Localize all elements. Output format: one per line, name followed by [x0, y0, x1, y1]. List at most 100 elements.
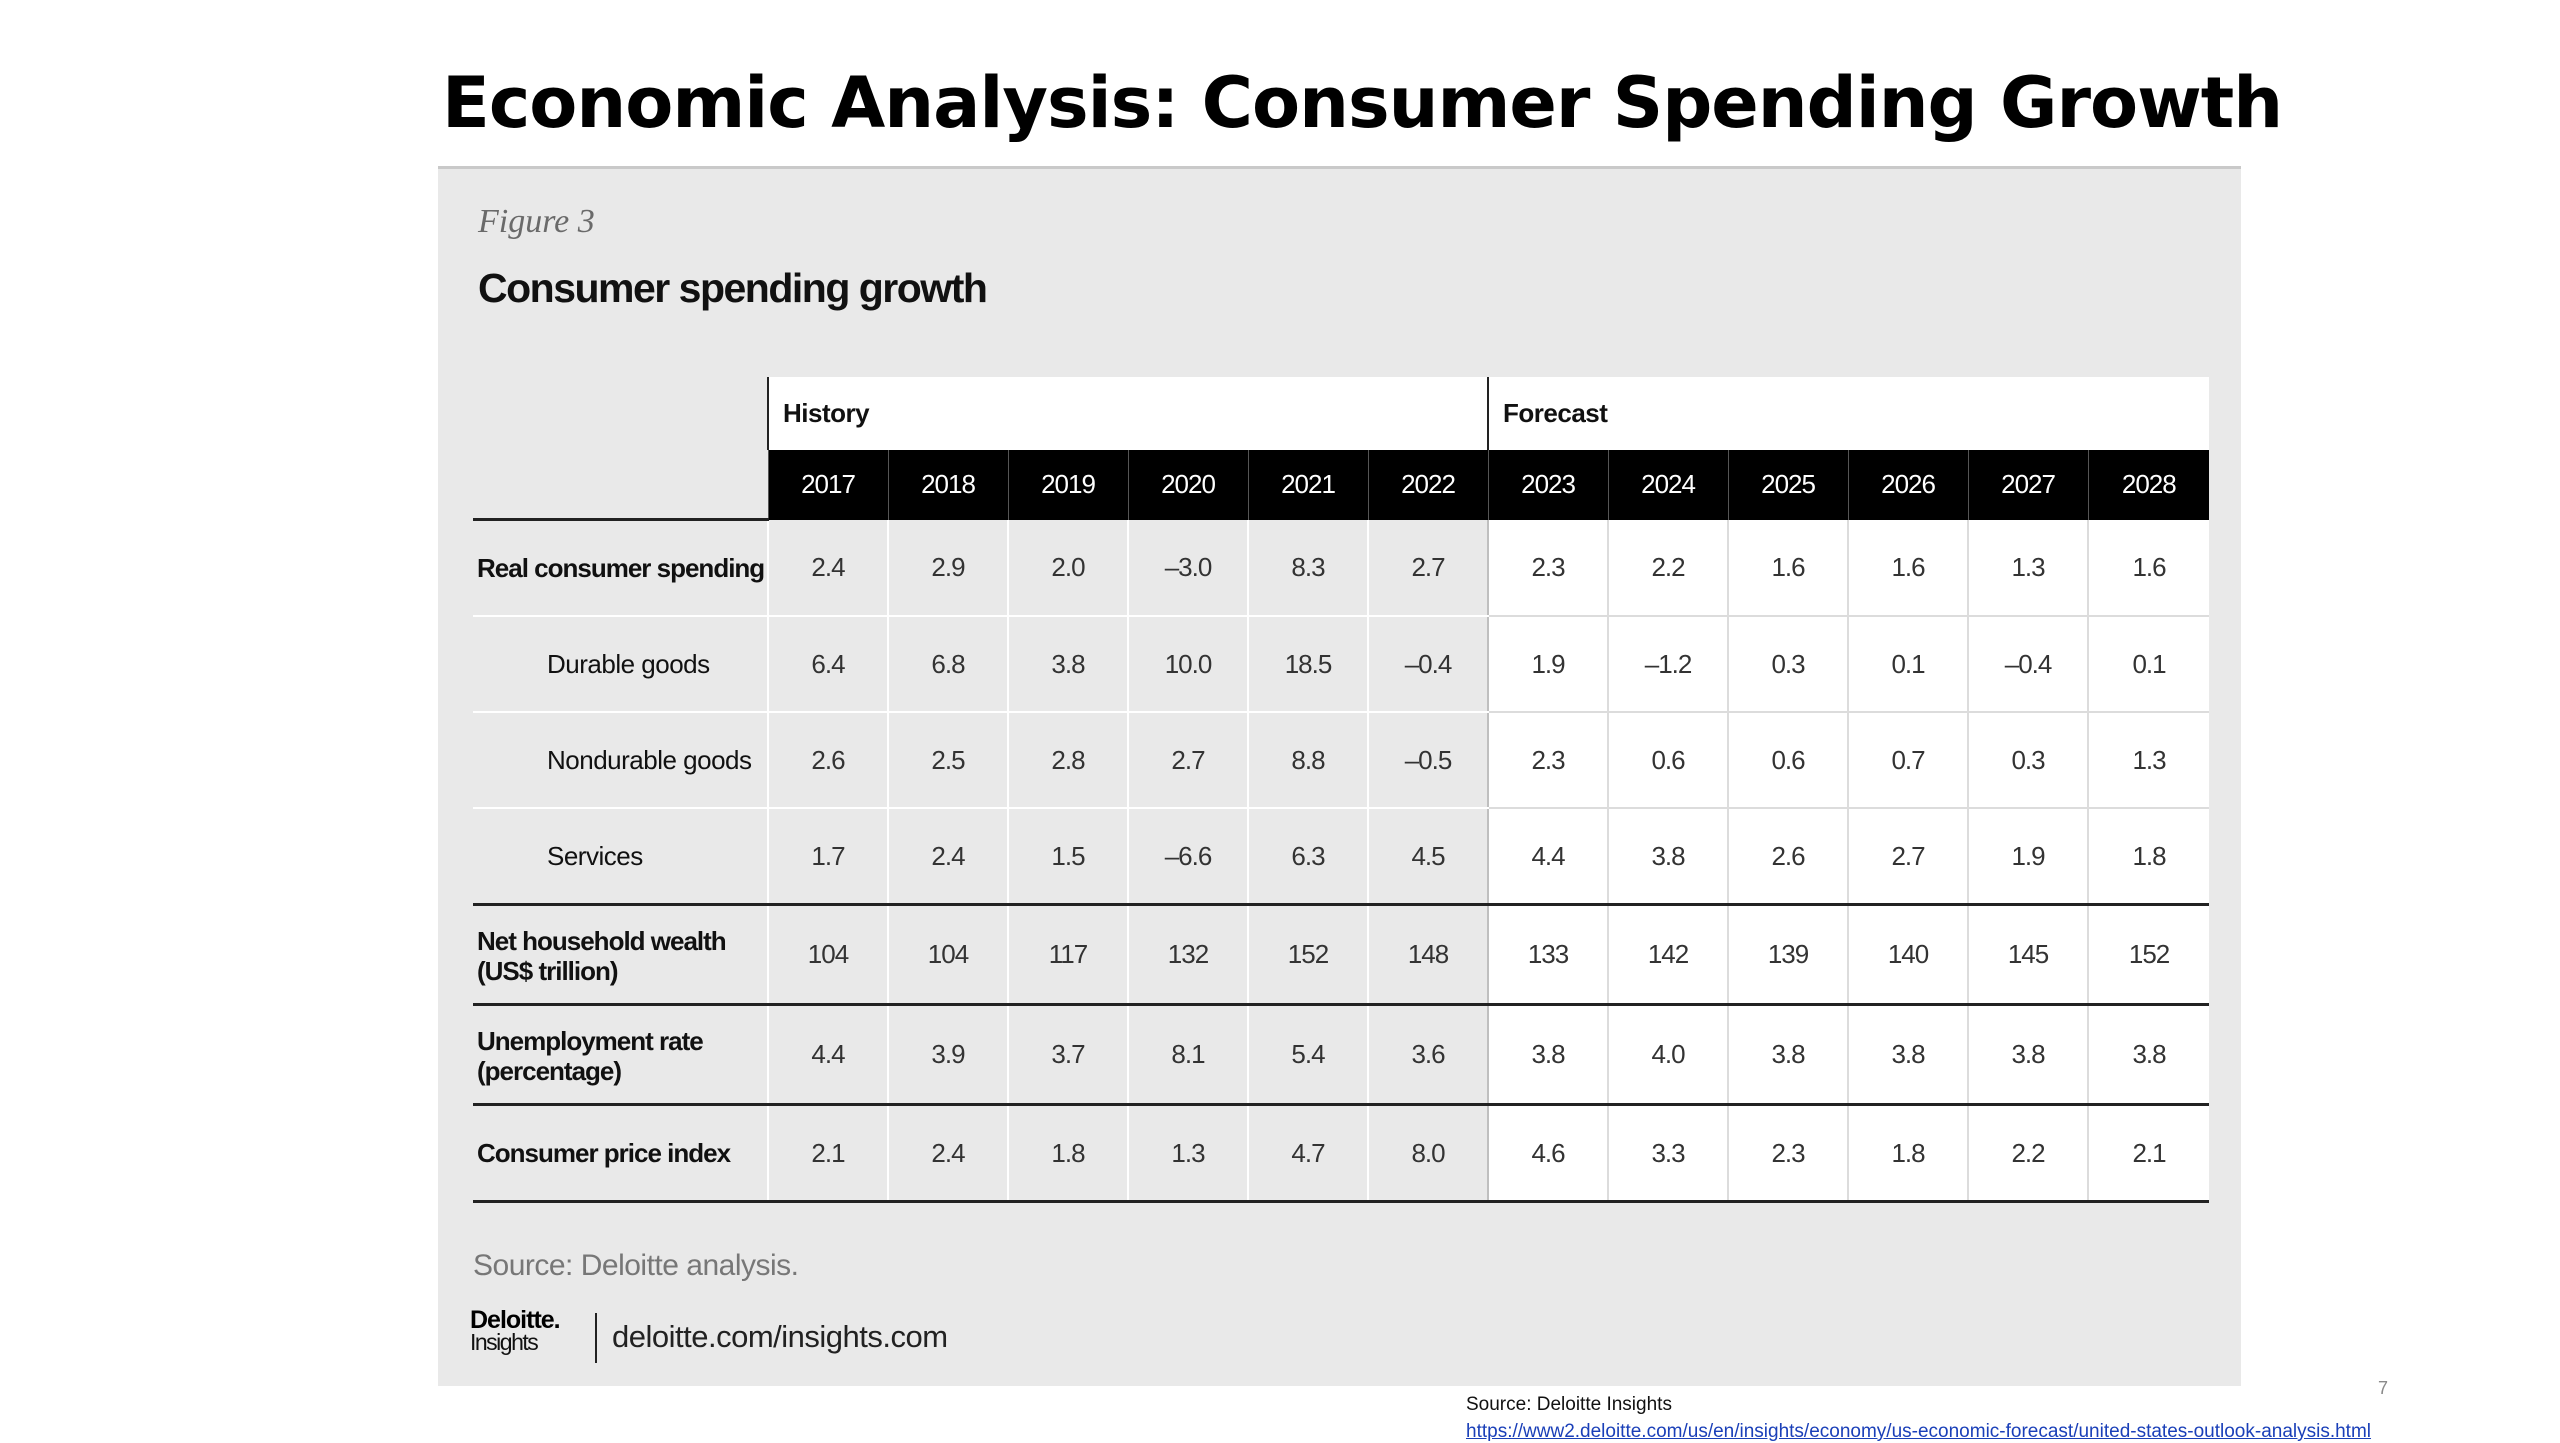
table-cell: 4.6 [1487, 1104, 1609, 1203]
row-label: Durable goods [473, 616, 768, 713]
table-cell: 3.8 [1487, 1004, 1609, 1106]
table-row-unemployment-rate: Unemployment rate (percentage) 4.4 3.9 3.… [473, 1004, 2210, 1106]
row-label-unit: (US$ trillion) [477, 956, 619, 986]
table-row-consumer-price-index: Consumer price index 2.1 2.4 1.8 1.3 4.7… [473, 1104, 2210, 1203]
table-cell: 2.4 [887, 1104, 1008, 1203]
table-row-services: Services 1.7 2.4 1.5 –6.6 6.3 4.5 4.4 3.… [473, 808, 2210, 906]
table-cell: 8.8 [1247, 712, 1368, 809]
table-cell: 8.1 [1127, 1004, 1248, 1106]
year-header: 2020 [1127, 450, 1248, 520]
table-cell: 2.1 [767, 1104, 888, 1203]
row-label: Services [473, 808, 768, 906]
table-cell: 145 [1967, 904, 2089, 1006]
table-cell: 0.6 [1727, 712, 1849, 809]
brand-url: deloitte.com/insights.com [612, 1319, 948, 1354]
row-label: Consumer price index [473, 1104, 768, 1203]
figure-heading: Consumer spending growth [478, 265, 988, 311]
table-cell: 2.6 [767, 712, 888, 809]
table-cell: 2.7 [1127, 712, 1248, 809]
table-cell: 0.3 [1727, 616, 1849, 713]
table-cell: 3.8 [1967, 1004, 2089, 1106]
table-cell: 152 [1247, 904, 1368, 1006]
figure-source-note: Source: Deloitte analysis. [473, 1249, 799, 1282]
table-cell: 1.7 [767, 808, 888, 906]
row-label: Nondurable goods [473, 712, 768, 809]
table-cell: 3.7 [1007, 1004, 1128, 1106]
year-header: 2026 [1847, 450, 1969, 520]
table-cell: 2.7 [1366, 519, 1489, 617]
year-header: 2017 [767, 450, 888, 520]
table-cell: 1.9 [1967, 808, 2089, 906]
slide-source-label: Source: Deloitte Insights [1466, 1394, 1672, 1415]
year-header: 2023 [1487, 450, 1609, 520]
table-cell: 4.4 [767, 1004, 888, 1106]
table-cell: 2.2 [1967, 1104, 2089, 1203]
table-cell: 1.3 [1967, 519, 2089, 617]
table-cell: 1.8 [2087, 808, 2210, 906]
table-cell: 10.0 [1127, 616, 1248, 713]
forecast-group-header: Forecast [1487, 377, 2210, 450]
table-cell: 117 [1007, 904, 1128, 1006]
row-label-unit: (percentage) [477, 1056, 622, 1086]
row-label-line: Net household wealth [477, 926, 727, 956]
table-cell: 4.4 [1487, 808, 1609, 906]
table-cell: 104 [887, 904, 1008, 1006]
table-cell: 2.4 [887, 808, 1008, 906]
row-label: Net household wealth (US$ trillion) [473, 904, 768, 1006]
table-row-real-consumer-spending: Real consumer spending 2.4 2.9 2.0 –3.0 … [473, 519, 2210, 617]
table-cell: 5.4 [1247, 1004, 1368, 1106]
slide-title: Economic Analysis: Consumer Spending Gro… [442, 62, 2283, 144]
table-cell: 3.3 [1607, 1104, 1729, 1203]
table-cell: 1.6 [2087, 519, 2210, 617]
table-cell: 4.7 [1247, 1104, 1368, 1203]
row-label-line: Unemployment rate [477, 1026, 704, 1056]
table-cell: 133 [1487, 904, 1609, 1006]
table-cell: 2.1 [2087, 1104, 2210, 1203]
year-header: 2027 [1967, 450, 2089, 520]
table-cell: –0.4 [1366, 616, 1489, 713]
page-number: 7 [2378, 1378, 2389, 1398]
table-cell: 2.7 [1847, 808, 1969, 906]
table-cell: 2.6 [1727, 808, 1849, 906]
table-cell: 142 [1607, 904, 1729, 1006]
table-cell: 0.1 [1847, 616, 1969, 713]
table-cell: 3.8 [1007, 616, 1128, 713]
table-row-net-household-wealth: Net household wealth (US$ trillion) 104 1… [473, 904, 2210, 1006]
table-row-durable-goods: Durable goods 6.4 6.8 3.8 10.0 18.5 –0.4… [473, 616, 2210, 713]
table-row-nondurable-goods: Nondurable goods 2.6 2.5 2.8 2.7 8.8 –0.… [473, 712, 2210, 809]
table-cell: 2.3 [1487, 519, 1609, 617]
brand-footer: Deloitte. Insights deloitte.com/insights… [470, 1308, 1070, 1369]
year-header: 2028 [2087, 450, 2210, 520]
table-cell: 8.0 [1366, 1104, 1489, 1203]
table-cell: 1.3 [2087, 712, 2210, 809]
table-cell: 0.3 [1967, 712, 2089, 809]
row-label: Unemployment rate (percentage) [473, 1004, 768, 1106]
table-cell: 2.0 [1007, 519, 1128, 617]
table-cell: 139 [1727, 904, 1849, 1006]
table-cell: 2.3 [1727, 1104, 1849, 1203]
table-cell: 152 [2087, 904, 2210, 1006]
table-cell: 8.3 [1247, 519, 1368, 617]
year-header-blank [473, 450, 768, 521]
table-cell: 1.3 [1127, 1104, 1248, 1203]
year-header-row: 2017 2018 2019 2020 2021 2022 2023 2024 … [473, 450, 2210, 521]
table-cell: 1.5 [1007, 808, 1128, 906]
year-header: 2024 [1607, 450, 1729, 520]
consumer-spending-table: History Forecast 2017 2018 2019 2020 202… [473, 377, 2210, 1203]
table-cell: 1.8 [1007, 1104, 1128, 1203]
source-link[interactable]: https://www2.deloitte.com/us/en/insights… [1466, 1421, 2372, 1442]
table-cell: 104 [767, 904, 888, 1006]
table-cell: –6.6 [1127, 808, 1248, 906]
year-header: 2021 [1247, 450, 1368, 520]
table-cell: 1.6 [1847, 519, 1969, 617]
year-header: 2022 [1367, 450, 1489, 520]
table-cell: –0.5 [1366, 712, 1489, 809]
table-cell: –3.0 [1127, 519, 1248, 617]
table-cell: 18.5 [1247, 616, 1368, 713]
table-cell: 2.9 [887, 519, 1008, 617]
table-cell: 132 [1127, 904, 1248, 1006]
table-cell: 6.8 [887, 616, 1008, 713]
consumer-spending-table-wrap: History Forecast 2017 2018 2019 2020 202… [473, 377, 2210, 1203]
deloitte-insights-logo: Deloitte. Insights [470, 1308, 580, 1354]
table-cell: 148 [1366, 904, 1489, 1006]
